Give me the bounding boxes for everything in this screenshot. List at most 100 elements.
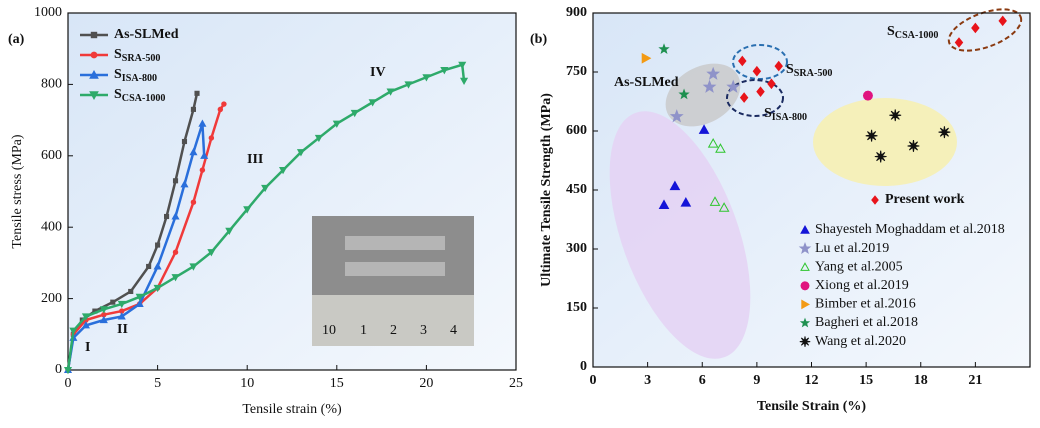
marker: [190, 106, 196, 112]
marker: [189, 263, 198, 271]
marker: [907, 140, 920, 152]
marker: [800, 281, 810, 291]
marker: [146, 263, 152, 270]
marker: [63, 366, 73, 375]
marker: [99, 306, 108, 314]
y-tick-label: 150: [566, 300, 587, 315]
legend-label: Xiong et al.2019: [815, 278, 909, 293]
marker: [81, 321, 90, 329]
x-tick-label: 0: [65, 376, 72, 391]
x-tick-label: 3: [644, 373, 651, 388]
marker: [954, 37, 964, 48]
marker: [404, 81, 413, 89]
marker: [871, 195, 879, 205]
marker: [669, 180, 681, 191]
x-tick-label: 10: [240, 376, 254, 391]
ruler-label: 2: [390, 323, 397, 338]
marker: [164, 213, 170, 220]
marker: [117, 300, 126, 309]
marker: [738, 55, 747, 67]
y-axis-label: Ultimate Tensile Strength (MPa): [539, 93, 554, 287]
marker: [669, 109, 684, 123]
annotation: SCSA-1000: [887, 24, 938, 41]
marker: [874, 150, 887, 163]
ruler-label: 4: [450, 323, 457, 338]
annotation: SSRA-500: [786, 62, 832, 79]
marker: [198, 119, 207, 127]
marker: [296, 149, 306, 157]
marker: [938, 126, 951, 139]
legend-label: Wang et al.2020: [815, 334, 906, 349]
x-tick-label: 6: [699, 373, 706, 388]
legend-label: SISA-800: [114, 67, 157, 84]
marker: [110, 299, 116, 305]
marker: [69, 327, 78, 335]
x-axis-label: Tensile Strain (%): [757, 399, 866, 414]
marker: [189, 148, 198, 156]
marker: [798, 241, 812, 254]
marker: [155, 242, 161, 248]
y-axis-label: Tensile stress (MPa): [10, 134, 25, 248]
marker: [458, 61, 467, 69]
marker: [225, 227, 234, 235]
marker: [278, 167, 288, 175]
marker: [101, 311, 107, 318]
marker: [726, 79, 741, 93]
x-tick-label: 25: [509, 376, 523, 391]
marker: [800, 224, 810, 234]
marker: [865, 129, 878, 142]
marker: [243, 206, 252, 214]
marker: [261, 184, 270, 193]
marker: [89, 69, 99, 79]
legend-label: Shayesteh Moghaddam et al.2018: [815, 222, 1005, 237]
ruler-label: 10: [322, 323, 336, 338]
marker: [172, 249, 179, 255]
x-tick-label: 18: [914, 373, 928, 388]
marker: [99, 315, 108, 324]
marker: [641, 52, 652, 64]
x-tick-label: 9: [753, 373, 760, 388]
marker: [200, 151, 209, 159]
marker: [117, 312, 126, 320]
marker: [199, 167, 206, 173]
y-tick-label: 200: [41, 291, 62, 306]
plot-frame: [67, 12, 517, 371]
marker: [971, 22, 980, 34]
marker: [172, 178, 179, 184]
marker: [90, 51, 98, 59]
marker: [801, 299, 811, 310]
y-tick-label: 600: [41, 148, 62, 163]
marker: [221, 101, 227, 107]
marker: [658, 199, 670, 210]
legend-label: Present work: [885, 192, 965, 207]
marker: [709, 196, 721, 206]
x-tick-label: 0: [590, 373, 597, 388]
marker: [752, 65, 762, 77]
legend-label: Lu et al.2019: [815, 241, 889, 256]
marker: [89, 91, 99, 101]
x-tick-label: 20: [419, 376, 433, 391]
y-tick-label: 750: [566, 64, 587, 79]
legend-label: SSRA-500: [114, 47, 160, 64]
x-tick-label: 12: [805, 373, 819, 388]
marker: [135, 293, 144, 302]
marker: [440, 67, 449, 75]
marker: [800, 262, 810, 271]
marker: [707, 138, 719, 148]
marker: [194, 90, 200, 96]
x-tick-label: 21: [968, 373, 982, 388]
x-axis-label: Tensile strain (%): [242, 402, 342, 417]
y-tick-label: 400: [41, 219, 62, 234]
marker: [181, 138, 188, 145]
annotation: SISA-800: [764, 106, 807, 123]
marker: [90, 31, 98, 39]
annotation: As-SLMed: [614, 75, 679, 90]
marker: [678, 88, 690, 100]
y-tick-label: 300: [566, 241, 587, 256]
marker: [332, 120, 341, 128]
y-tick-label: 800: [41, 77, 62, 92]
marker: [658, 43, 670, 54]
marker: [422, 74, 431, 82]
annotation: (b): [530, 32, 547, 47]
marker: [350, 109, 359, 118]
